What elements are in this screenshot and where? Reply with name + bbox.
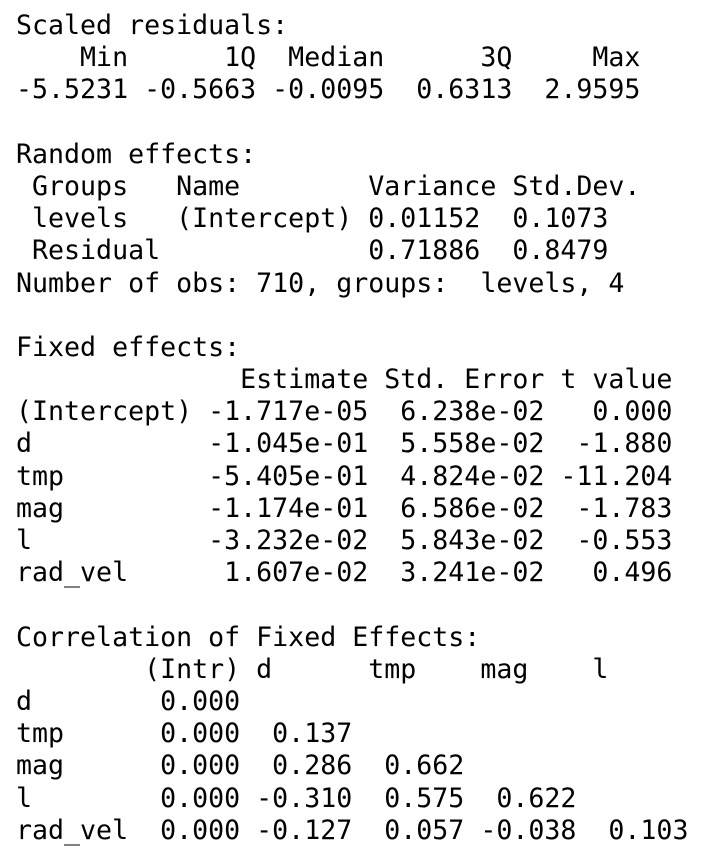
fixed-effects-row-tmp: tmp -5.405e-01 4.824e-02 -11.204 [16, 460, 673, 492]
fixed-effects-header-row: Estimate Std. Error t value [16, 364, 673, 396]
fixed-effects-row-intercept: (Intercept) -1.717e-05 6.238e-02 0.000 [16, 396, 673, 428]
correlation-row-rad-vel: rad_vel 0.000 -0.127 0.057 -0.038 0.103 [16, 814, 689, 846]
blank-line [16, 300, 704, 332]
random-effects-row-residual: Residual 0.71886 0.8479 [16, 235, 609, 267]
residuals-header-row: Min 1Q Median 3Q Max [16, 42, 641, 74]
correlation-header-row: (Intr) d tmp mag l [16, 653, 609, 685]
blank-line [16, 107, 704, 139]
observations-summary: Number of obs: 710, groups: levels, 4 [16, 267, 625, 299]
correlation-row-d: d 0.000 [16, 685, 241, 717]
fixed-effects-row-mag: mag -1.174e-01 6.586e-02 -1.783 [16, 492, 673, 524]
fixed-effects-row-d: d -1.045e-01 5.558e-02 -1.880 [16, 428, 673, 460]
random-effects-header-row: Groups Name Variance Std.Dev. [16, 170, 641, 202]
correlation-row-tmp: tmp 0.000 0.137 [16, 718, 353, 750]
correlation-row-mag: mag 0.000 0.286 0.662 [16, 750, 465, 782]
section-heading-fixed-effects: Fixed effects: [16, 331, 241, 363]
random-effects-row-levels: levels (Intercept) 0.01152 0.1073 [16, 203, 609, 235]
residuals-values-row: -5.5231 -0.5663 -0.0095 0.6313 2.9595 [16, 74, 641, 106]
blank-line [16, 589, 704, 621]
section-heading-random-effects: Random effects: [16, 138, 257, 170]
correlation-row-l: l 0.000 -0.310 0.575 0.622 [16, 782, 577, 814]
fixed-effects-row-rad-vel: rad_vel 1.607e-02 3.241e-02 0.496 [16, 557, 673, 589]
section-heading-scaled-residuals: Scaled residuals: [16, 10, 289, 41]
section-heading-correlation: Correlation of Fixed Effects: [16, 621, 481, 653]
fixed-effects-row-l: l -3.232e-02 5.843e-02 -0.553 [16, 525, 673, 556]
